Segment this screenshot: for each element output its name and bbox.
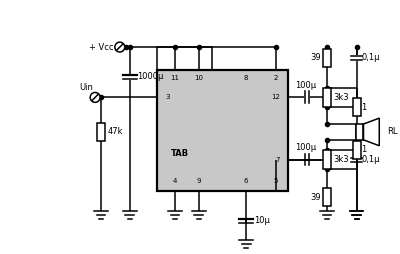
Bar xyxy=(323,188,331,206)
Circle shape xyxy=(115,42,125,52)
Text: 3k3: 3k3 xyxy=(333,155,348,164)
Text: + Vcc: + Vcc xyxy=(89,43,114,52)
Text: 0,1μ: 0,1μ xyxy=(362,53,380,62)
Text: 2: 2 xyxy=(274,75,278,81)
Text: 39: 39 xyxy=(310,53,321,62)
Bar xyxy=(97,123,105,141)
Bar xyxy=(323,49,331,67)
Text: 0,1μ: 0,1μ xyxy=(362,155,380,164)
Bar xyxy=(353,141,360,158)
Text: 3k3: 3k3 xyxy=(333,93,348,102)
Text: 1000μ: 1000μ xyxy=(138,72,164,81)
Text: 39: 39 xyxy=(310,193,321,202)
Text: 4: 4 xyxy=(173,178,177,184)
Text: 11: 11 xyxy=(170,75,180,81)
Text: 8: 8 xyxy=(244,75,248,81)
Text: 1: 1 xyxy=(362,145,367,154)
Circle shape xyxy=(90,92,100,102)
Text: 3: 3 xyxy=(165,94,170,100)
Text: RL: RL xyxy=(387,128,398,136)
Polygon shape xyxy=(364,118,379,146)
Bar xyxy=(353,98,360,116)
Text: 12: 12 xyxy=(271,94,280,100)
Text: 6: 6 xyxy=(244,178,248,184)
Bar xyxy=(323,88,331,107)
Text: 100μ: 100μ xyxy=(295,81,316,89)
Text: 1: 1 xyxy=(362,103,367,112)
Bar xyxy=(356,124,364,140)
Text: 100μ: 100μ xyxy=(295,143,316,152)
Text: 10: 10 xyxy=(194,75,203,81)
Text: 47k: 47k xyxy=(108,128,124,136)
Text: 5: 5 xyxy=(274,178,278,184)
Text: 9: 9 xyxy=(196,178,201,184)
Bar xyxy=(157,47,212,70)
Text: 10μ: 10μ xyxy=(254,216,270,225)
Bar xyxy=(323,150,331,169)
Text: 7: 7 xyxy=(275,156,280,163)
Text: TAB: TAB xyxy=(171,149,189,158)
Bar xyxy=(157,70,288,191)
Text: Uin: Uin xyxy=(79,83,93,92)
